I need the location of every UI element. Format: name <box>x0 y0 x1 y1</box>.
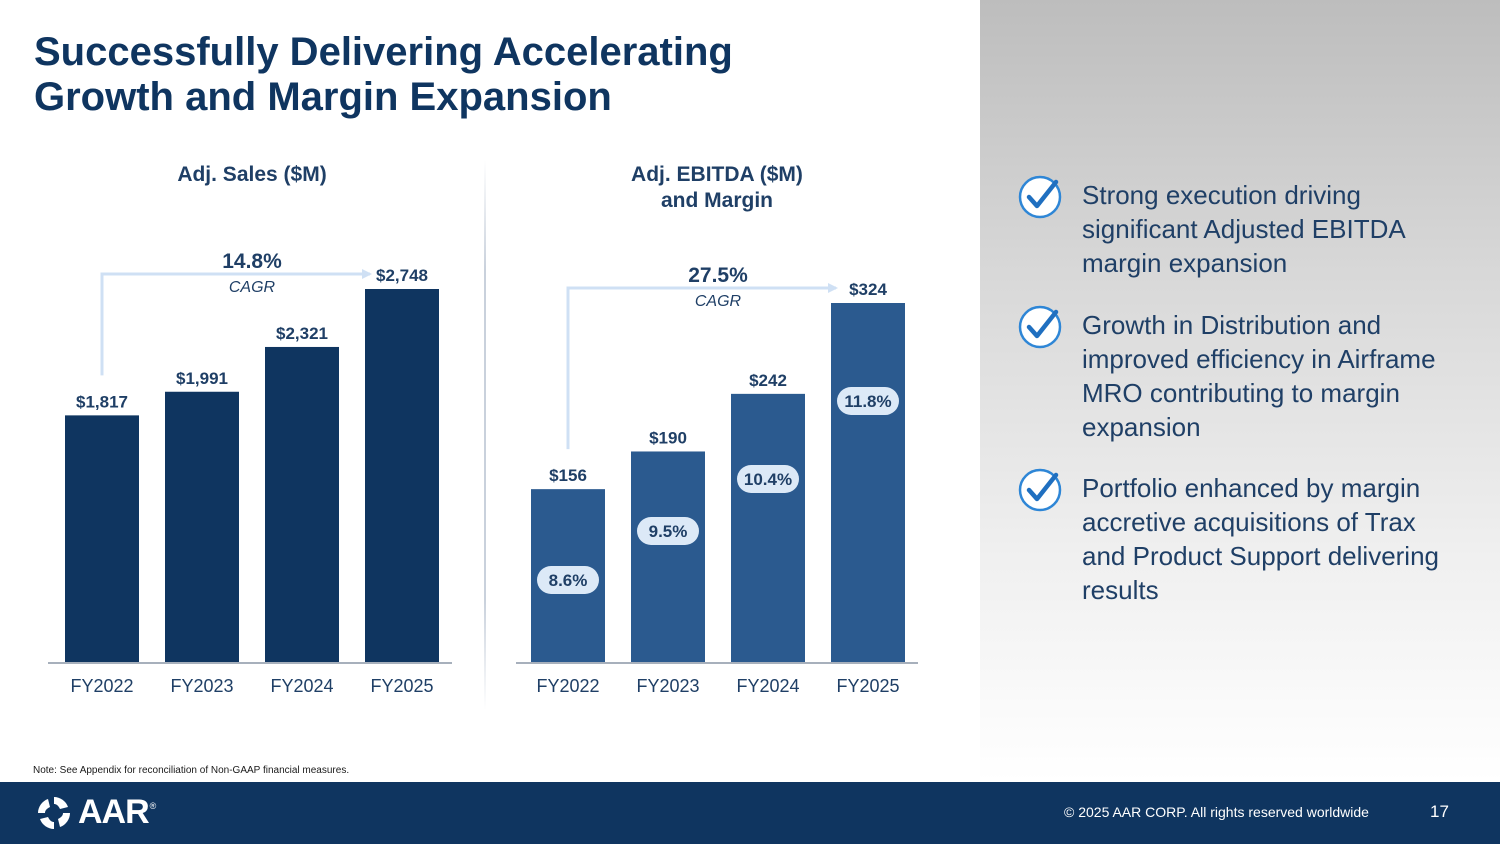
aar-logo-mark-icon <box>38 796 70 829</box>
sales-chart: Adj. Sales ($M) $1,817 FY2022 $1,991 FY2023 $… <box>48 163 452 696</box>
value-label-fy2025: $324 <box>849 280 887 299</box>
bullet-1-text: Strong execution driving significant Adj… <box>1082 180 1405 278</box>
x-tick-fy2024: FY2024 <box>270 676 333 696</box>
value-label-fy2024: $242 <box>749 371 787 390</box>
copyright-text: © 2025 AAR CORP. All rights reserved wor… <box>1064 804 1369 820</box>
margin-label-fy2022: 8.6% <box>549 571 588 590</box>
check-circle-icon <box>1018 305 1062 349</box>
bullet-2-text: Growth in Distribution and improved effi… <box>1082 310 1436 442</box>
margin-pill-fy2025 <box>837 387 899 415</box>
chart-title-line-2: and Margin <box>661 189 773 212</box>
x-tick-fy2025: FY2025 <box>370 676 433 696</box>
value-label-fy2023: $190 <box>649 428 687 447</box>
x-tick-fy2022: FY2022 <box>70 676 133 696</box>
margin-label-fy2024: 10.4% <box>744 470 792 489</box>
value-label-fy2022: $156 <box>549 466 587 485</box>
side-panel-background <box>980 0 1500 782</box>
check-circle-icon <box>1018 175 1062 219</box>
bar-fy2024 <box>265 346 339 662</box>
x-tick-fy2022: FY2022 <box>536 676 599 696</box>
value-label-fy2024: $2,321 <box>276 324 328 343</box>
x-tick-fy2025: FY2025 <box>836 676 899 696</box>
value-label-fy2023: $1,991 <box>176 369 228 388</box>
bullet-2: Growth in Distribution and improved effi… <box>1018 305 1458 444</box>
bar-fy2025 <box>365 289 439 662</box>
page-title-line-2: Growth and Margin Expansion <box>34 75 612 119</box>
bullet-3: Portfolio enhanced by margin accretive a… <box>1018 468 1458 607</box>
cagr-value: 14.8% <box>222 250 282 273</box>
cagr-arrow <box>566 283 838 450</box>
aar-logo: AAR ® <box>36 793 156 832</box>
value-label-fy2022: $1,817 <box>76 392 128 411</box>
bar-fy2023 <box>631 451 705 662</box>
chart-title-line-1: Adj. EBITDA ($M) <box>631 163 803 186</box>
ebitda-chart: Adj. EBITDA ($M) and Margin $156 FY2022 8.6%… <box>516 163 918 696</box>
margin-label-fy2025: 11.8% <box>844 392 891 411</box>
bullet-3-text: Portfolio enhanced by margin accretive a… <box>1082 473 1440 605</box>
footnote: Note: See Appendix for reconciliation of… <box>33 765 350 776</box>
margin-pill-fy2022 <box>537 566 599 594</box>
aar-logo-registered: ® <box>149 800 157 811</box>
chart-title: Adj. Sales ($M) <box>177 163 326 186</box>
x-tick-fy2023: FY2023 <box>636 676 699 696</box>
bar-fy2022 <box>65 415 139 662</box>
page-number: 17 <box>1430 802 1449 821</box>
bar-fy2023 <box>165 391 239 662</box>
footer-bar: AAR ® © 2025 AAR CORP. All rights reserv… <box>0 782 1500 844</box>
aar-logo-text: AAR <box>78 793 150 831</box>
margin-pill-fy2024 <box>737 465 799 493</box>
check-circle-icon <box>1018 468 1062 512</box>
chart-divider <box>484 160 486 710</box>
value-label-fy2025: $2,748 <box>376 266 428 285</box>
page-title-line-1: Successfully Delivering Accelerating <box>34 30 733 74</box>
cagr-label: CAGR <box>695 293 742 310</box>
cagr-label: CAGR <box>229 279 276 296</box>
x-tick-fy2024: FY2024 <box>736 676 799 696</box>
margin-label-fy2023: 9.5% <box>649 522 688 541</box>
x-tick-fy2023: FY2023 <box>170 676 233 696</box>
page-title: Successfully Delivering Accelerating Gro… <box>34 30 934 120</box>
charts-area: Adj. Sales ($M) $1,817 FY2022 $1,991 FY2023 $… <box>48 163 918 696</box>
margin-pill-fy2023 <box>637 517 699 545</box>
cagr-arrow <box>100 269 372 376</box>
cagr-value: 27.5% <box>688 264 748 287</box>
bullet-1: Strong execution driving significant Adj… <box>1018 175 1458 280</box>
bar-fy2024 <box>731 393 805 662</box>
bar-fy2025 <box>831 303 905 662</box>
